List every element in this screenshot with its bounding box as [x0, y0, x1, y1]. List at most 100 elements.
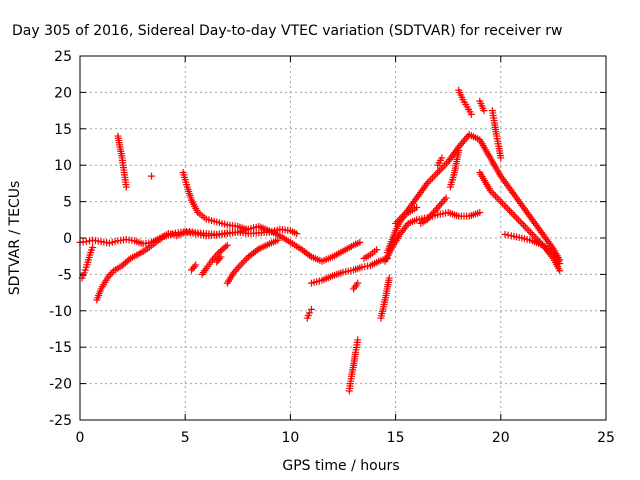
- data-point: [434, 203, 442, 211]
- data-point: [241, 256, 249, 264]
- data-point: [433, 205, 441, 213]
- data-point: [492, 192, 500, 200]
- y-tick-label: 15: [54, 122, 72, 138]
- data-point: [467, 110, 475, 118]
- x-tick-labels: 0 5 10 15 20 25: [76, 430, 615, 446]
- y-tick-label: -15: [49, 340, 72, 356]
- data-point: [556, 259, 564, 267]
- data-point: [107, 270, 115, 278]
- data-point: [490, 190, 498, 198]
- data-point: [476, 209, 484, 217]
- data-point: [243, 255, 251, 263]
- data-points: [76, 86, 564, 395]
- data-point: [233, 265, 241, 273]
- data-point: [216, 255, 224, 263]
- data-point: [239, 258, 247, 266]
- data-point: [400, 210, 408, 218]
- data-point: [439, 198, 447, 206]
- plot-frame: [79, 55, 607, 421]
- data-point: [373, 246, 381, 254]
- data-point: [437, 165, 445, 173]
- data-point: [190, 263, 198, 271]
- data-point: [513, 214, 521, 222]
- data-point: [523, 225, 531, 233]
- data-point: [507, 209, 515, 217]
- data-point: [495, 196, 503, 204]
- data-point: [223, 241, 231, 249]
- y-tick-labels: 25 20 15 10 5 0 -5 -10 -15 -20 -25: [49, 49, 72, 429]
- data-point: [497, 154, 505, 162]
- data-point: [501, 230, 509, 238]
- data-point: [82, 238, 90, 246]
- data-point: [480, 107, 488, 115]
- data-point: [413, 203, 421, 211]
- data-point: [520, 221, 528, 229]
- y-tick-label: 10: [54, 158, 72, 174]
- data-point: [356, 238, 364, 246]
- y-tick-label: 20: [54, 85, 72, 101]
- data-point: [242, 225, 250, 233]
- data-point: [499, 199, 507, 207]
- data-point: [506, 207, 514, 215]
- y-tick-label: -25: [49, 413, 72, 429]
- data-point: [434, 168, 442, 176]
- data-point: [511, 212, 519, 220]
- data-point: [442, 159, 450, 167]
- y-axis-label: SDTVAR / TECUs: [7, 181, 23, 296]
- data-point: [217, 253, 225, 261]
- data-point: [125, 256, 133, 264]
- data-point: [354, 336, 362, 344]
- data-point: [438, 154, 446, 162]
- data-point: [89, 243, 97, 251]
- x-tick-label: 10: [281, 430, 299, 446]
- y-tick-label: -10: [49, 304, 72, 320]
- data-point: [85, 237, 93, 245]
- data-point: [435, 167, 443, 175]
- data-point: [192, 261, 200, 269]
- x-tick-label: 5: [181, 430, 190, 446]
- data-point: [307, 305, 315, 313]
- data-point: [455, 147, 463, 155]
- x-tick-label: 20: [492, 430, 510, 446]
- data-point: [442, 194, 450, 202]
- data-point: [437, 199, 445, 207]
- data-point: [274, 236, 282, 244]
- x-axis-label: GPS time / hours: [282, 458, 399, 474]
- data-point: [525, 227, 533, 235]
- data-point: [305, 309, 313, 317]
- data-point: [527, 229, 535, 237]
- x-tick-label: 15: [387, 430, 405, 446]
- data-point: [385, 274, 393, 282]
- data-point: [509, 210, 517, 218]
- y-tick-label: 0: [63, 231, 72, 247]
- data-point: [521, 223, 529, 231]
- data-point: [500, 201, 508, 209]
- x-tick-label: 25: [597, 430, 615, 446]
- data-point: [108, 269, 116, 277]
- data-point: [518, 219, 526, 227]
- data-point: [556, 267, 564, 275]
- y-tick-label: -5: [58, 267, 72, 283]
- data-point: [441, 196, 449, 204]
- data-point: [504, 205, 512, 213]
- data-point: [238, 260, 246, 268]
- y-tick-label: 25: [54, 49, 72, 65]
- data-point: [427, 176, 435, 184]
- data-point: [432, 170, 440, 178]
- data-point: [122, 183, 130, 191]
- data-point: [439, 163, 447, 171]
- y-tick-label: -20: [49, 377, 72, 393]
- data-point: [425, 178, 433, 186]
- chart-title: Day 305 of 2016, Sidereal Day-to-day VTE…: [12, 23, 562, 39]
- data-point: [234, 263, 242, 271]
- data-point: [504, 231, 512, 239]
- x-tick-label: 0: [76, 430, 85, 446]
- data-point: [514, 216, 522, 224]
- data-point: [430, 172, 438, 180]
- data-point: [516, 218, 524, 226]
- data-point: [293, 230, 301, 238]
- data-point: [502, 203, 510, 211]
- data-point: [148, 172, 156, 180]
- data-point: [493, 194, 501, 202]
